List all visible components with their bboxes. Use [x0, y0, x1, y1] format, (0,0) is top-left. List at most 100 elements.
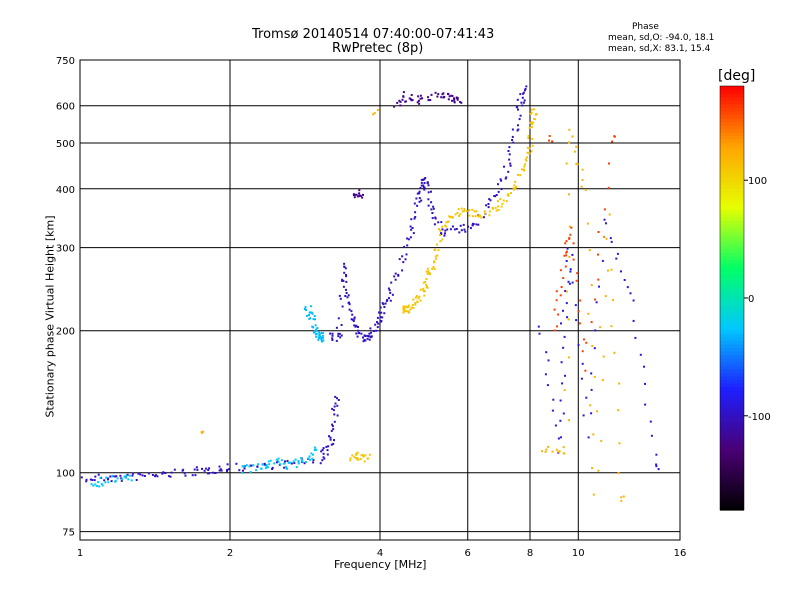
data-point [362, 336, 364, 339]
colorbar-segment [720, 149, 744, 154]
colorbar-segment [720, 499, 744, 504]
data-point [410, 306, 413, 309]
data-point [348, 303, 351, 306]
data-point [507, 170, 510, 173]
data-point [265, 465, 268, 468]
data-point [617, 471, 620, 474]
data-point [497, 190, 500, 193]
data-point [376, 316, 379, 319]
data-point [396, 101, 399, 104]
data-point [568, 141, 571, 144]
data-point [338, 332, 341, 335]
data-point [111, 475, 114, 478]
data-point [297, 460, 300, 463]
data-point [582, 414, 585, 417]
data-point [333, 413, 336, 416]
data-point [568, 419, 570, 422]
data-point [412, 306, 415, 309]
data-point [600, 439, 603, 442]
x-tick-label: 10 [572, 548, 585, 559]
data-point [351, 313, 354, 316]
data-point [252, 464, 255, 467]
data-point [377, 322, 380, 325]
data-point [331, 334, 334, 337]
data-point [616, 252, 619, 255]
data-point [383, 306, 386, 308]
data-point [453, 100, 456, 103]
colorbar-segment [720, 241, 744, 246]
data-point [528, 126, 531, 129]
data-point [417, 95, 420, 98]
data-point [433, 260, 436, 263]
data-point [242, 465, 245, 468]
colorbar-segment [720, 329, 744, 334]
data-point [331, 332, 334, 335]
colorbar-segment [720, 400, 744, 405]
data-point [576, 163, 579, 166]
data-point [290, 462, 293, 465]
data-point [613, 351, 616, 354]
data-point [419, 288, 422, 291]
data-point [594, 298, 597, 301]
colorbar-segment [720, 343, 744, 349]
data-point [422, 287, 425, 290]
data-point [617, 409, 620, 412]
data-point [364, 339, 367, 342]
data-point [644, 382, 646, 385]
data-point [436, 95, 439, 98]
data-point [295, 466, 298, 469]
data-point [121, 478, 123, 481]
data-point [587, 312, 590, 315]
colorbar-segment [720, 107, 744, 112]
data-point [432, 207, 435, 210]
data-point [331, 339, 334, 341]
data-point [565, 290, 568, 293]
data-point [581, 350, 584, 353]
data-point [431, 267, 434, 270]
data-point [590, 412, 593, 415]
colorbar-tick-label: 100 [748, 176, 767, 187]
data-point [80, 476, 83, 479]
data-point [203, 469, 206, 472]
data-point [279, 463, 282, 466]
data-point [403, 310, 406, 313]
colorbar-segment [720, 188, 744, 193]
colorbar-label: [deg] [718, 68, 756, 84]
data-point [357, 326, 359, 328]
data-point [347, 294, 350, 297]
data-point [608, 213, 611, 216]
data-point [605, 222, 607, 225]
colorbar-segment [720, 492, 744, 497]
data-point [460, 229, 463, 232]
data-point [161, 472, 164, 475]
data-point [523, 163, 526, 166]
data-point [560, 322, 562, 325]
data-point [388, 289, 391, 292]
data-point [355, 332, 358, 335]
data-point [588, 249, 591, 252]
colorbar-segment [720, 255, 744, 260]
data-point [412, 232, 415, 235]
data-point [427, 96, 429, 99]
data-point [511, 135, 514, 138]
data-point [475, 223, 478, 226]
data-point [523, 165, 526, 168]
data-point [423, 294, 426, 297]
data-point [168, 475, 171, 478]
data-point [407, 238, 410, 241]
data-point [601, 259, 604, 262]
data-point [415, 197, 418, 200]
data-point [208, 472, 211, 475]
data-point [425, 278, 428, 281]
data-point [422, 186, 425, 189]
data-point [358, 192, 361, 195]
data-point [575, 319, 578, 322]
data-point [468, 214, 471, 217]
chart-title: Tromsø 20140514 07:40:00-07:41:43 [252, 27, 495, 42]
colorbar-segment [720, 340, 744, 345]
data-point [530, 150, 533, 153]
data-point [381, 316, 384, 319]
data-point [337, 399, 340, 401]
data-point [388, 297, 390, 300]
data-point [585, 396, 588, 399]
